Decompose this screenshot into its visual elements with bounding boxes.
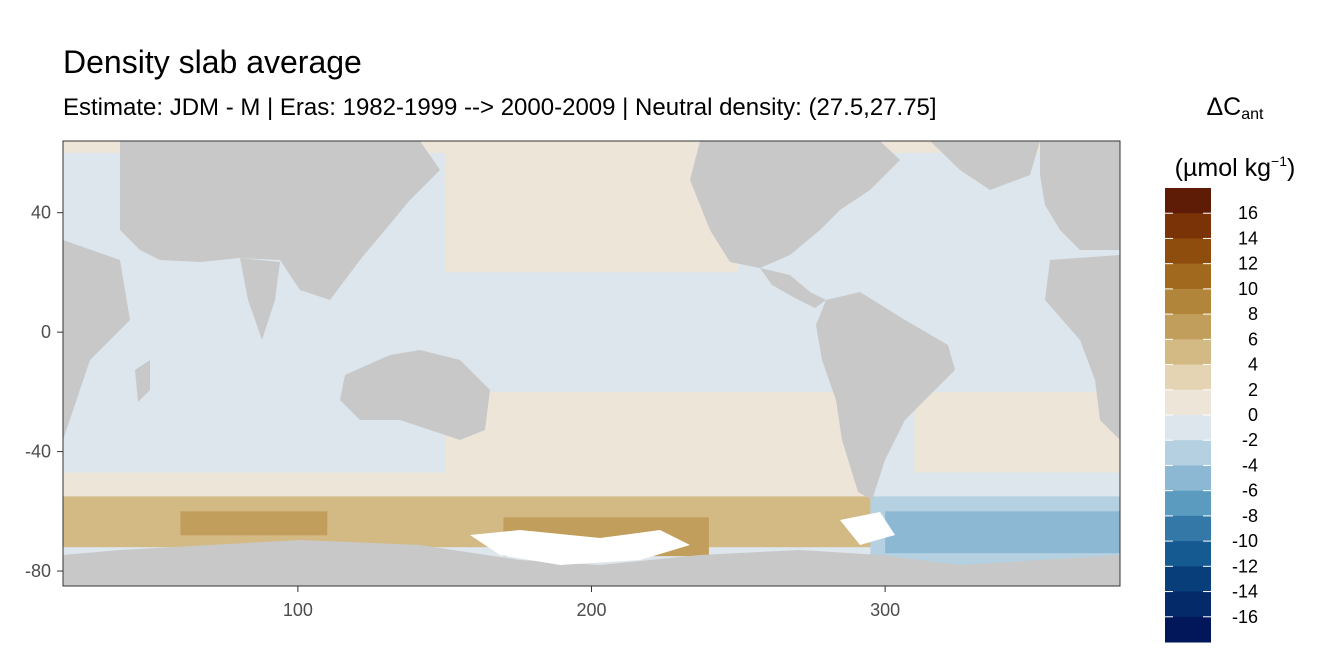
south-america-land <box>816 292 955 500</box>
legend-break-label: 8 <box>1248 304 1258 324</box>
legend-break-label: 6 <box>1248 329 1258 349</box>
legend-swatch <box>1165 314 1211 340</box>
legend-break-label: -2 <box>1242 430 1258 450</box>
plot-panel <box>63 141 1120 586</box>
legend-break-label: 16 <box>1238 203 1258 223</box>
zone-south-atlantic <box>914 391 1120 473</box>
africa-east-land <box>63 240 130 440</box>
y-tick-label: -80 <box>25 561 51 581</box>
legend-break-label: 12 <box>1238 254 1258 274</box>
australia-land <box>340 350 490 440</box>
legend-swatch <box>1165 591 1211 618</box>
ross-ice-shelf <box>470 530 690 565</box>
zone-arctic-north-pacific <box>63 141 1120 153</box>
zone-southern-mid <box>63 472 871 497</box>
x-axis: 100 200 300 <box>283 586 900 620</box>
ice-shelves <box>470 512 895 565</box>
legend-colorbar: 16 14 12 10 8 6 4 2 0 -2 -4 -6 -8 -10 -12 -14 -16 <box>1165 188 1258 643</box>
legend-title: ΔCant (µmol kg−1) <box>1160 84 1310 191</box>
x-tick-label: 200 <box>576 600 606 620</box>
legend-title-main: ΔC <box>1206 93 1242 121</box>
legend-swatch <box>1165 490 1211 517</box>
zone-weddell-core <box>885 511 1120 554</box>
legend-break-label: 14 <box>1238 228 1258 248</box>
legend-swatch <box>1165 566 1211 593</box>
legend-break-label: -14 <box>1232 582 1258 602</box>
land-masses <box>63 141 1120 586</box>
legend-break-label: 2 <box>1248 380 1258 400</box>
legend-swatch <box>1165 288 1211 315</box>
legend-break-label: -10 <box>1232 531 1258 551</box>
legend-break-label: 0 <box>1248 405 1258 425</box>
legend-unit-prefix: (µmol kg <box>1174 154 1272 182</box>
weddell-ice-shelf <box>840 512 895 545</box>
legend-break-label: -4 <box>1242 455 1258 475</box>
chart-title: Density slab average <box>63 44 362 80</box>
legend-swatch <box>1165 339 1211 366</box>
legend-swatch <box>1165 465 1211 492</box>
legend-swatch <box>1165 541 1211 567</box>
legend-swatch <box>1165 616 1211 643</box>
legend-break-label: -6 <box>1242 481 1258 501</box>
antarctica-land <box>63 540 1120 586</box>
legend-break-label: -8 <box>1242 506 1258 526</box>
zone-indian-core <box>180 511 328 536</box>
madagascar-land <box>135 360 150 402</box>
legend-title-sub: ant <box>1241 106 1264 123</box>
legend-swatch <box>1165 415 1211 441</box>
legend-swatch <box>1165 364 1211 391</box>
legend-swatch <box>1165 263 1211 290</box>
zone-north-pacific <box>444 152 739 273</box>
legend-unit-sup: −1 <box>1271 153 1287 169</box>
y-tick-label: 40 <box>31 203 51 223</box>
legend-swatch <box>1165 213 1211 239</box>
india-land <box>240 258 280 340</box>
legend-break-label: -12 <box>1232 556 1258 576</box>
legend-swatch <box>1165 515 1211 542</box>
y-tick-label: -40 <box>25 442 51 462</box>
zone-equatorial-band <box>63 272 1120 392</box>
chart-subtitle: Estimate: JDM - M | Eras: 1982-1999 --> … <box>63 94 937 121</box>
legend-swatch <box>1165 188 1211 214</box>
legend-swatch <box>1165 238 1211 265</box>
legend-break-label: -16 <box>1232 607 1258 627</box>
legend-unit-suffix: ) <box>1287 154 1296 182</box>
asia-land <box>120 141 440 300</box>
zone-south-pacific <box>444 391 856 473</box>
europe-land <box>1040 141 1120 250</box>
legend-break-label: 10 <box>1238 279 1258 299</box>
legend-swatch <box>1165 440 1211 466</box>
y-tick-label: 0 <box>41 322 51 342</box>
x-tick-label: 300 <box>870 600 900 620</box>
legend-break-label: 4 <box>1248 355 1258 375</box>
zone-southern-mid-atlantic <box>870 472 1120 497</box>
x-tick-label: 100 <box>283 600 313 620</box>
africa-land <box>1045 255 1120 440</box>
y-axis: 40 0 -40 -80 <box>25 203 63 581</box>
north-america-land <box>690 141 900 268</box>
central-america-land <box>760 268 826 308</box>
legend-swatch <box>1165 389 1211 416</box>
greenland-land <box>930 141 1040 190</box>
